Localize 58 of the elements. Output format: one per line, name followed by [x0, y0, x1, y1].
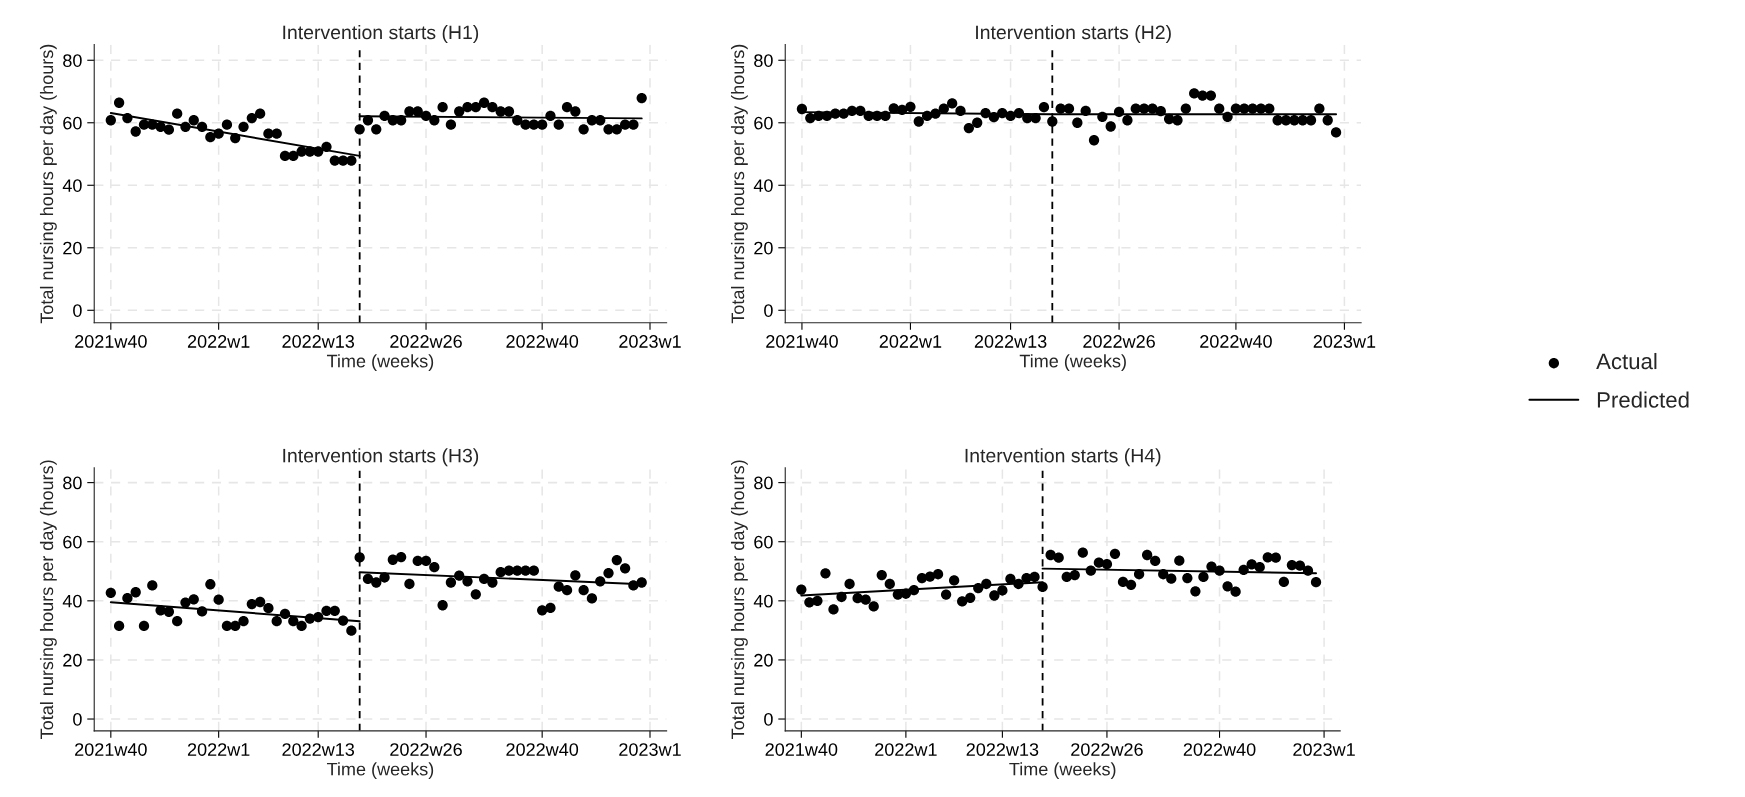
x-tick-label: 2022w40 [506, 743, 579, 756]
x-tick-label: 2022w26 [1083, 335, 1155, 348]
x-axis-title: Time (weeks) [326, 354, 434, 372]
y-tick-label: 0 [73, 712, 82, 726]
y-tick-label: 20 [754, 653, 773, 667]
y-tick-label: 20 [63, 241, 82, 255]
y-tick-label: 60 [63, 116, 82, 130]
x-tick-label: 2021w40 [766, 335, 838, 348]
y-tick-label: 60 [63, 535, 82, 549]
y-axis-title: Total nursing hours per day (hours) [39, 460, 57, 739]
x-tick-label: 2022w1 [879, 335, 942, 348]
x-tick-label: 2023w1 [1293, 743, 1355, 756]
y-tick-label: 80 [63, 476, 82, 490]
chart-title: Intervention starts (H2) [976, 24, 1171, 44]
y-tick-label: 40 [62, 594, 82, 608]
y-axis-title: Total nursing hours per day (hours) [39, 44, 57, 324]
x-tick-label: 2022w40 [1183, 743, 1256, 756]
y-tick-label: 0 [764, 304, 773, 317]
y-axis-title: Total nursing hours per day (hours) [730, 460, 748, 739]
x-tick-label: 2023w1 [1313, 335, 1376, 348]
y-tick-label: 40 [62, 179, 82, 192]
y-tick-label: 40 [753, 594, 773, 608]
x-tick-label: 2021w40 [765, 743, 838, 756]
y-tick-label: 80 [754, 476, 773, 490]
legend-label: Predicted [1597, 391, 1689, 408]
y-tick-label: 0 [764, 712, 773, 726]
x-axis-title: Time (weeks) [326, 762, 434, 780]
x-tick-label: 2022w26 [390, 743, 462, 756]
y-tick-label: 60 [754, 535, 773, 549]
x-tick-label: 2021w40 [75, 335, 147, 348]
chart-title: Intervention starts (H3) [283, 448, 479, 467]
x-tick-label: 2023w1 [619, 743, 681, 756]
y-tick-label: 20 [754, 241, 773, 255]
x-tick-label: 2022w13 [974, 335, 1047, 348]
y-tick-label: 60 [754, 116, 773, 130]
x-axis-title: Time (weeks) [1019, 354, 1126, 372]
chart-title: Intervention starts (H4) [965, 448, 1161, 467]
y-tick-label: 40 [753, 179, 773, 192]
x-tick-label: 2023w1 [619, 335, 681, 348]
y-tick-label: 80 [63, 54, 82, 67]
x-tick-label: 2022w1 [187, 743, 250, 756]
x-tick-label: 2022w40 [1200, 335, 1272, 348]
x-tick-label: 2021w40 [75, 743, 147, 756]
x-axis-title: Time (weeks) [1009, 762, 1116, 780]
x-tick-label: 2022w13 [282, 743, 355, 756]
x-tick-label: 2022w1 [187, 335, 250, 348]
y-tick-label: 80 [754, 54, 773, 67]
x-tick-label: 2022w40 [506, 335, 579, 348]
legend-label: Actual [1596, 352, 1657, 370]
x-tick-label: 2022w1 [875, 743, 937, 756]
x-tick-label: 2022w26 [390, 335, 462, 348]
x-tick-label: 2022w26 [1071, 743, 1143, 756]
x-tick-label: 2022w13 [966, 743, 1039, 756]
y-tick-label: 20 [63, 653, 82, 667]
x-tick-label: 2022w13 [282, 335, 355, 348]
y-axis-title: Total nursing hours per day (hours) [730, 44, 748, 324]
chart-title: Intervention starts (H1) [283, 24, 479, 44]
y-tick-label: 0 [73, 304, 82, 317]
